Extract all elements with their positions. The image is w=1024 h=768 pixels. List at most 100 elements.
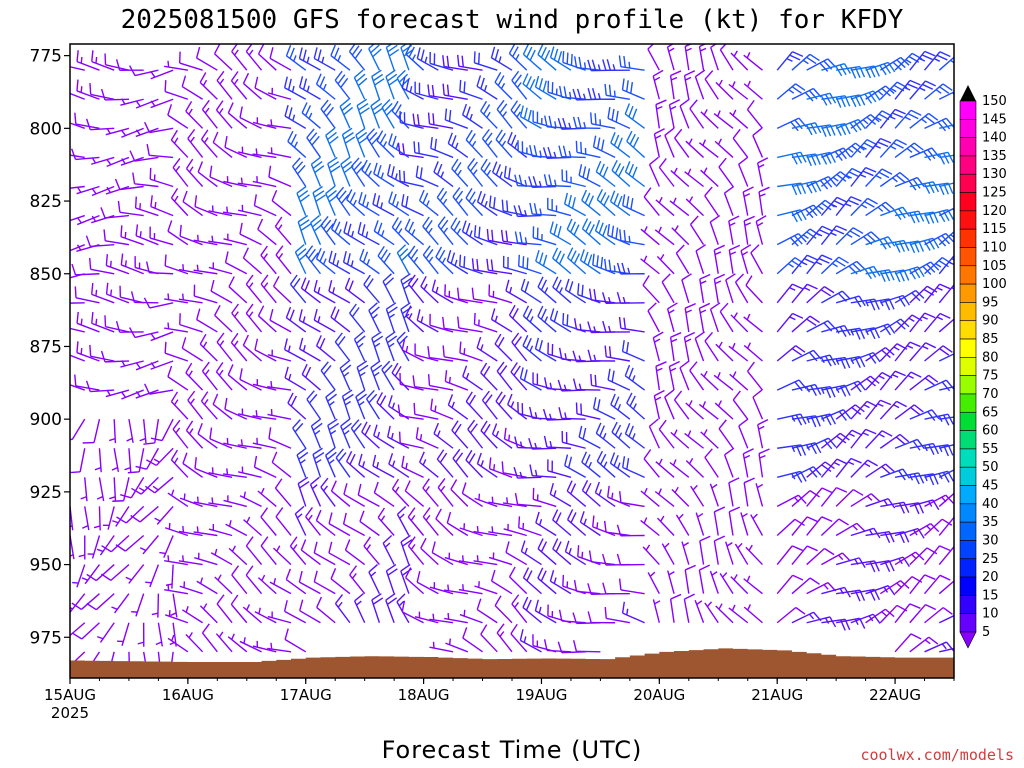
barb-staff bbox=[806, 547, 825, 566]
wind-barb bbox=[245, 44, 263, 71]
barb-half-feather bbox=[534, 442, 538, 450]
barb-staff bbox=[196, 57, 218, 71]
wind-barb bbox=[621, 340, 645, 362]
barb-half-feather bbox=[443, 227, 449, 234]
barb-feather bbox=[199, 333, 207, 345]
wind-barb bbox=[427, 84, 454, 100]
barb-feather bbox=[366, 128, 375, 138]
wind-barb bbox=[938, 614, 954, 624]
barb-staff bbox=[340, 425, 351, 449]
wind-barb bbox=[105, 185, 130, 195]
wind-barb bbox=[742, 448, 754, 478]
barb-half-feather bbox=[632, 403, 637, 410]
barb-half-feather bbox=[231, 633, 235, 640]
colorbar-segment bbox=[959, 485, 977, 505]
barb-feather bbox=[416, 114, 420, 126]
barb-feather bbox=[578, 425, 583, 438]
barb-feather bbox=[353, 161, 363, 171]
wind-barb bbox=[104, 315, 130, 333]
barb-feather bbox=[622, 456, 626, 468]
barb-staff bbox=[414, 354, 439, 362]
barb-feather bbox=[144, 485, 156, 494]
barb-half-feather bbox=[248, 282, 254, 289]
wind-barb bbox=[260, 274, 277, 304]
wind-barb bbox=[330, 44, 351, 71]
barb-half-feather bbox=[703, 109, 708, 116]
barb-feather bbox=[401, 194, 405, 206]
barb-feather bbox=[945, 494, 954, 504]
wind-barb bbox=[510, 623, 528, 653]
wind-barb bbox=[335, 186, 351, 216]
barb-half-feather bbox=[139, 231, 142, 238]
barb-half-feather bbox=[703, 370, 708, 378]
barb-feather bbox=[346, 189, 353, 200]
barb-feather bbox=[91, 311, 94, 324]
barb-feather bbox=[947, 152, 954, 163]
barb-staff bbox=[420, 547, 439, 566]
barb-feather bbox=[299, 337, 304, 350]
barb-feather bbox=[864, 200, 875, 208]
barb-half-feather bbox=[733, 50, 738, 57]
barb-staff bbox=[714, 140, 734, 158]
barb-staff bbox=[704, 340, 719, 362]
barb-feather bbox=[354, 331, 364, 340]
barb-feather bbox=[532, 176, 538, 188]
wind-barb bbox=[743, 604, 763, 624]
barb-staff bbox=[511, 341, 528, 362]
barb-feather bbox=[337, 74, 346, 85]
wind-barb bbox=[272, 275, 292, 304]
wind-barb bbox=[114, 178, 144, 191]
barb-half-feather bbox=[471, 199, 477, 206]
barb-feather bbox=[275, 507, 284, 518]
barb-staff bbox=[170, 459, 189, 478]
wind-barb bbox=[656, 515, 675, 536]
barb-half-feather bbox=[125, 576, 132, 581]
wind-barb bbox=[938, 545, 954, 566]
wind-barb bbox=[300, 277, 321, 304]
barb-feather bbox=[562, 117, 567, 130]
x-tick-label: 21AUG bbox=[751, 686, 803, 704]
barb-staff bbox=[340, 164, 351, 187]
barb-staff bbox=[269, 319, 292, 333]
barb-feather bbox=[484, 394, 493, 405]
barb-feather bbox=[557, 118, 563, 130]
barb-feather bbox=[647, 44, 655, 50]
barb-staff bbox=[622, 205, 645, 217]
barb-feather bbox=[462, 103, 468, 116]
wind-barb bbox=[356, 360, 369, 391]
barb-feather bbox=[483, 423, 491, 435]
barb-feather bbox=[227, 102, 234, 114]
barb-staff bbox=[723, 454, 734, 478]
barb-half-feather bbox=[737, 542, 743, 549]
barb-feather bbox=[523, 107, 528, 119]
barb-staff bbox=[70, 98, 71, 100]
credit-link[interactable]: coolwx.com/models bbox=[860, 746, 1014, 764]
barb-feather bbox=[476, 336, 482, 349]
barb-half-feather bbox=[190, 398, 195, 405]
barb-half-feather bbox=[228, 520, 232, 527]
barb-half-feather bbox=[248, 49, 254, 56]
barb-half-feather bbox=[293, 141, 298, 148]
barb-feather bbox=[519, 367, 524, 379]
barb-feather bbox=[304, 105, 312, 117]
barb-half-feather bbox=[670, 76, 678, 81]
barb-staff bbox=[850, 428, 867, 449]
wind-barb bbox=[312, 185, 326, 216]
barb-feather bbox=[667, 302, 678, 310]
barb-feather bbox=[880, 137, 892, 144]
barb-staff bbox=[743, 83, 763, 100]
barb-feather bbox=[558, 145, 563, 157]
barb-staff bbox=[257, 577, 277, 595]
barb-half-feather bbox=[226, 206, 229, 213]
barb-feather bbox=[397, 142, 401, 155]
wind-barb bbox=[592, 253, 616, 275]
barb-feather bbox=[923, 240, 931, 251]
wind-barb bbox=[269, 309, 292, 333]
barb-staff bbox=[593, 146, 616, 159]
wind-barb bbox=[401, 338, 424, 362]
wind-barb bbox=[137, 622, 145, 647]
barb-feather bbox=[596, 189, 603, 200]
barb-half-feather bbox=[81, 577, 89, 581]
wind-barb bbox=[121, 389, 144, 400]
barb-half-feather bbox=[865, 300, 869, 307]
